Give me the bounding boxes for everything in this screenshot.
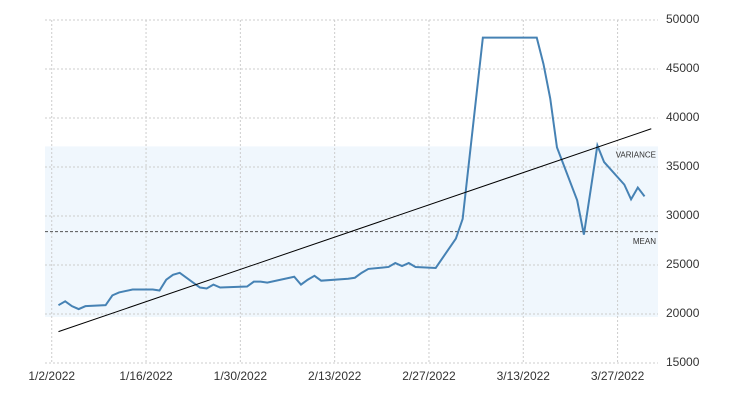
y-tick-label: 30000 <box>666 208 700 222</box>
x-tick-label: 1/30/2022 <box>214 369 268 383</box>
mean-label: MEAN <box>633 237 656 246</box>
x-tick-label: 1/2/2022 <box>28 369 75 383</box>
x-tick-label: 1/16/2022 <box>119 369 173 383</box>
y-tick-label: 50000 <box>666 12 700 26</box>
line-series <box>57 36 646 311</box>
y-tick-label: 20000 <box>666 306 700 320</box>
y-tick-label: 40000 <box>666 110 700 124</box>
x-tick-label: 2/13/2022 <box>308 369 362 383</box>
variance-label: VARIANCE <box>616 151 656 160</box>
x-tick-label: 3/27/2022 <box>591 369 645 383</box>
trend-line <box>58 128 652 333</box>
y-tick-label: 25000 <box>666 257 700 271</box>
y-tick-label: 15000 <box>666 355 700 369</box>
y-tick-label: 35000 <box>666 159 700 173</box>
x-tick-label: 3/13/2022 <box>497 369 551 383</box>
x-tick-label: 2/27/2022 <box>402 369 456 383</box>
y-tick-label: 45000 <box>666 61 700 75</box>
